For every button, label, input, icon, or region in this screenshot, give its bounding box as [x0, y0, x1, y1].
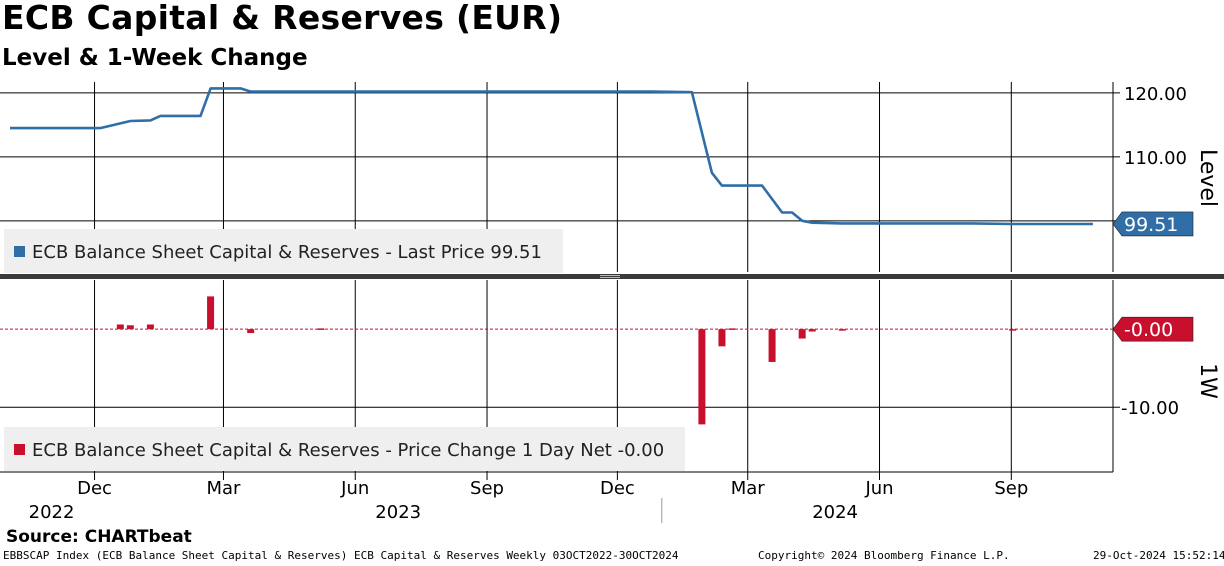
change-bar: [808, 329, 816, 332]
x-tick-label: Sep: [994, 478, 1028, 499]
change-bar: [728, 328, 736, 330]
chart-title: ECB Capital & Reserves (EUR): [2, 0, 563, 37]
level-legend-text: ECB Balance Sheet Capital & Reserves - L…: [32, 242, 542, 263]
last-value-tags: 99.51 -0.00: [1112, 211, 1194, 342]
change-legend-text: ECB Balance Sheet Capital & Reserves - P…: [32, 440, 664, 461]
x-year-label: 2022: [29, 502, 75, 523]
change-bar: [146, 324, 154, 330]
change-bar: [1009, 329, 1017, 331]
change-bar: [116, 324, 124, 330]
level-last-tag-shape: [1112, 211, 1194, 237]
level-axis-label: Level: [1195, 149, 1220, 207]
panel-divider[interactable]: [0, 274, 1224, 279]
chart-subtitle: Level & 1-Week Change: [2, 45, 308, 71]
x-year-label: 2023: [375, 502, 421, 523]
level-y-axis: 110.00 120.00 Level: [1112, 82, 1220, 272]
x-tick-label: Jun: [340, 478, 369, 499]
change-bar: [798, 329, 806, 339]
x-tick-label: Dec: [77, 478, 112, 499]
change-legend-swatch: [14, 444, 25, 455]
change-last-tag-text: -0.00: [1124, 319, 1173, 341]
level-legend-box: [4, 229, 563, 273]
change-bar: [126, 325, 134, 330]
footer-timestamp: 29-Oct-2024 15:52:14: [1093, 549, 1224, 562]
level-y-tick-label: 110.00: [1124, 148, 1187, 169]
change-bars: [116, 296, 1017, 425]
level-last-tag-text: 99.51: [1124, 214, 1178, 236]
change-axis-label: 1W: [1195, 363, 1220, 399]
change-bar: [317, 328, 325, 330]
change-y-axis: -10.00 1W: [1112, 280, 1220, 472]
x-tick-label: Sep: [470, 478, 504, 499]
x-tick-label: Mar: [731, 478, 766, 499]
footer-copyright: Copyright© 2024 Bloomberg Finance L.P.: [758, 549, 1010, 562]
level-line: [10, 87, 1093, 226]
level-series-line: [10, 87, 1093, 226]
divider-bar: [0, 274, 1224, 279]
x-year-label: 2024: [812, 502, 858, 523]
change-bar: [718, 329, 726, 347]
change-bar: [768, 329, 776, 362]
change-legend-box: [4, 427, 685, 471]
change-bar: [207, 296, 215, 330]
x-tick-label: Mar: [206, 478, 241, 499]
change-y-tick-label: -10.00: [1121, 398, 1179, 419]
change-bar: [838, 329, 846, 331]
change-last-tag-shape: [1112, 316, 1194, 342]
x-tick-label: Dec: [600, 478, 635, 499]
footer-ticker-info: EBBSCAP Index (ECB Balance Sheet Capital…: [3, 549, 679, 562]
level-legend-swatch: [14, 246, 25, 257]
x-tick-label: Jun: [864, 478, 893, 499]
level-y-tick-label: 120.00: [1124, 84, 1187, 105]
source-note: Source: CHARTbeat: [6, 527, 192, 547]
x-axis: Dec Mar Jun Sep Dec Mar Jun Sep 2022 2023 2024: [0, 471, 1113, 523]
change-bar: [698, 329, 706, 425]
legends: ECB Balance Sheet Capital & Reserves - L…: [4, 229, 685, 471]
change-bar: [247, 329, 255, 334]
